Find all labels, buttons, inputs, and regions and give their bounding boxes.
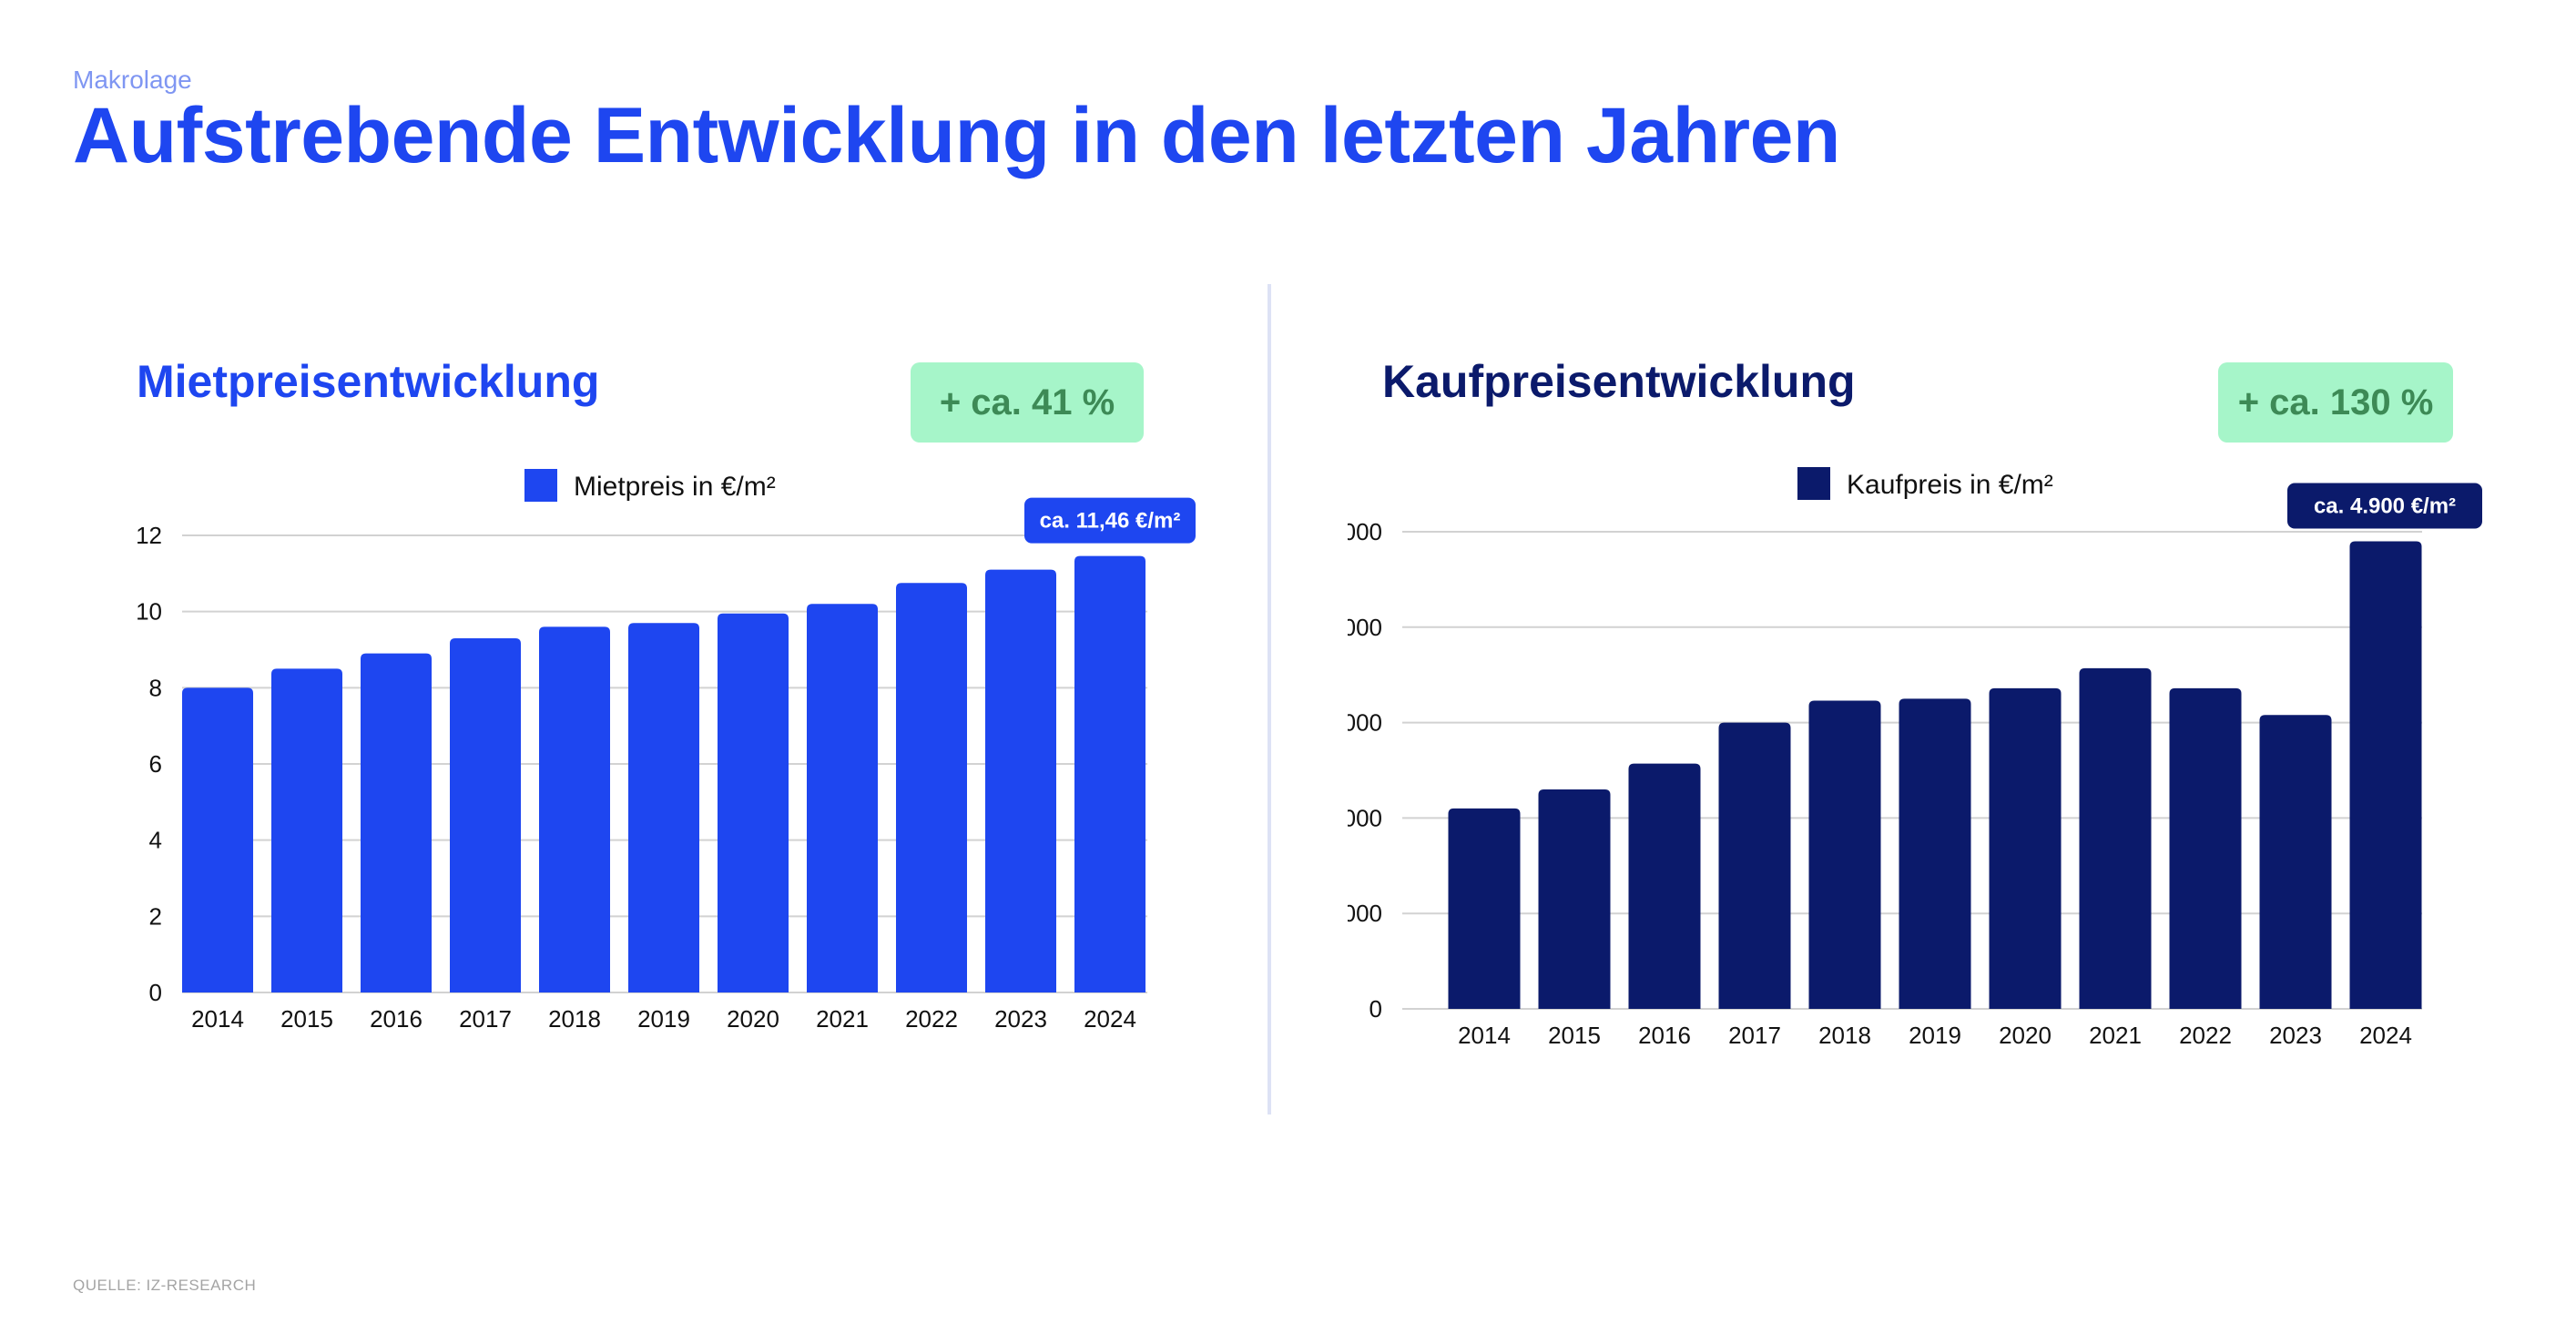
y-tick-label: 1000 bbox=[1348, 900, 1382, 927]
value-callout bbox=[2287, 483, 2482, 529]
legend-label: Kaufpreis in €/m² bbox=[1847, 470, 2053, 500]
x-tick-label: 2016 bbox=[370, 1005, 423, 1033]
legend-label: Mietpreis in €/m² bbox=[574, 472, 776, 502]
panel-divider bbox=[1268, 284, 1271, 1114]
x-tick-label: 2020 bbox=[727, 1005, 779, 1033]
bar-2014 bbox=[182, 687, 253, 992]
x-tick-label: 2020 bbox=[1999, 1022, 2052, 1049]
x-tick-label: 2023 bbox=[994, 1005, 1047, 1033]
bar-2016 bbox=[1628, 763, 1701, 1009]
x-tick-label: 2016 bbox=[1638, 1022, 1691, 1049]
x-tick-label: 2024 bbox=[1084, 1005, 1136, 1033]
value-callout-label: ca. 4.900 €/m² bbox=[2314, 494, 2456, 518]
bar-2016 bbox=[361, 653, 432, 992]
rent-price-chart: 0 2 4 6 8 10 12 2014 2015 2016 2017 2018 2019 2020 202… bbox=[136, 469, 1196, 1033]
bar-2015 bbox=[1538, 789, 1611, 1009]
page-title: Aufstrebende Entwicklung in den letzten … bbox=[73, 92, 1840, 179]
x-tick-label: 2014 bbox=[191, 1005, 244, 1033]
x-tick-label: 2019 bbox=[1909, 1022, 1961, 1049]
x-tick-label: 2024 bbox=[2359, 1022, 2412, 1049]
y-tick-label: 8 bbox=[149, 674, 162, 701]
x-tick-label: 2019 bbox=[637, 1005, 690, 1033]
y-tick-label: 3000 bbox=[1348, 709, 1382, 737]
x-tick-label: 2017 bbox=[459, 1005, 512, 1033]
y-tick-label: 0 bbox=[1369, 995, 1382, 1023]
source-note: QUELLE: IZ-RESEARCH bbox=[73, 1277, 257, 1294]
x-tick-label: 2015 bbox=[1548, 1022, 1601, 1049]
x-tick-label: 2015 bbox=[280, 1005, 333, 1033]
bar-2024 bbox=[1074, 555, 1145, 992]
y-tick-label: 6 bbox=[149, 750, 162, 778]
x-tick-label: 2018 bbox=[548, 1005, 601, 1033]
x-tick-label: 2023 bbox=[2269, 1022, 2322, 1049]
bar-2022 bbox=[2169, 687, 2242, 1009]
y-tick-label: 4 bbox=[149, 827, 162, 854]
bar-2019 bbox=[628, 623, 699, 992]
bar-2024 bbox=[2349, 541, 2422, 1009]
bar-2021 bbox=[807, 604, 878, 992]
bar-2020 bbox=[1989, 687, 2062, 1009]
y-tick-label: 4000 bbox=[1348, 614, 1382, 641]
bar-2017 bbox=[450, 637, 521, 992]
x-tick-label: 2022 bbox=[905, 1005, 958, 1033]
x-tick-label: 2018 bbox=[1818, 1022, 1871, 1049]
purchase-chart-title: Kaufpreisentwicklung bbox=[1382, 356, 1856, 407]
value-callout-label: ca. 11,46 €/m² bbox=[1040, 509, 1181, 534]
bar-2020 bbox=[718, 613, 789, 992]
bar-2023 bbox=[985, 569, 1056, 992]
y-tick-label: 12 bbox=[136, 522, 162, 549]
bar-2018 bbox=[539, 626, 610, 992]
y-tick-label: 10 bbox=[136, 598, 162, 626]
purchase-growth-badge: + ca. 130 % bbox=[2218, 362, 2453, 443]
bar-2017 bbox=[1718, 722, 1791, 1009]
legend-swatch bbox=[1797, 467, 1830, 500]
x-tick-label: 2014 bbox=[1458, 1022, 1511, 1049]
bar-2023 bbox=[2259, 715, 2332, 1009]
rent-growth-badge: + ca. 41 % bbox=[911, 362, 1144, 443]
y-tick-label: 5000 bbox=[1348, 518, 1382, 545]
bar-2014 bbox=[1448, 808, 1521, 1009]
x-tick-label: 2021 bbox=[2089, 1022, 2142, 1049]
bar-2022 bbox=[896, 583, 967, 992]
legend-swatch bbox=[524, 469, 557, 502]
value-callout bbox=[1024, 497, 1196, 544]
x-tick-label: 2022 bbox=[2179, 1022, 2232, 1049]
rent-chart-title: Mietpreisentwicklung bbox=[137, 356, 600, 407]
bar-2015 bbox=[271, 668, 342, 992]
x-tick-label: 2021 bbox=[816, 1005, 869, 1033]
bar-2018 bbox=[1808, 700, 1881, 1009]
y-tick-label: 2 bbox=[149, 902, 162, 930]
bar-2019 bbox=[1899, 698, 1971, 1009]
section-kicker: Makrolage bbox=[73, 66, 192, 94]
x-tick-label: 2017 bbox=[1728, 1022, 1781, 1049]
y-tick-label: 0 bbox=[149, 979, 162, 1006]
bar-2021 bbox=[2079, 667, 2152, 1009]
